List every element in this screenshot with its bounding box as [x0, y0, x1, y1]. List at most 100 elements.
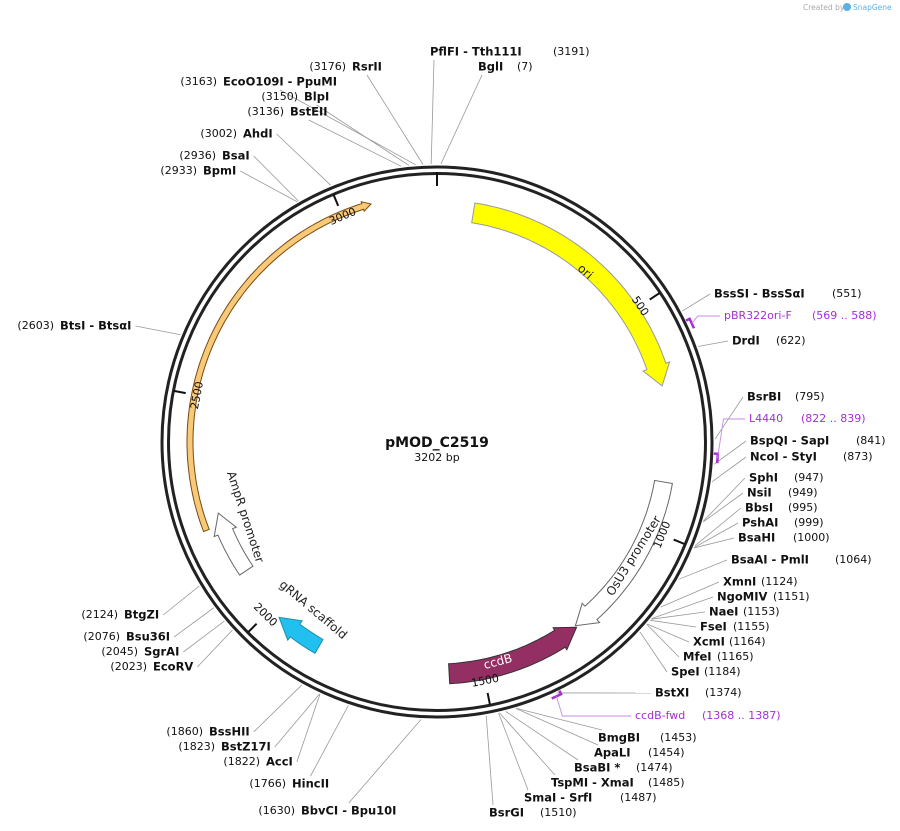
site-position: (1766) [249, 777, 286, 790]
site-position: (3136) [247, 105, 284, 118]
tick-mark [649, 292, 661, 301]
site-position: (999) [794, 516, 824, 529]
site-connector [682, 293, 711, 312]
site-connector [279, 89, 416, 166]
site-connector [639, 631, 668, 673]
site-connector [308, 119, 402, 167]
primer-range: (1368 .. 1387) [702, 709, 781, 722]
site-name: SgrAI [144, 645, 179, 659]
site-position: (841) [856, 434, 886, 447]
primer-connector [717, 418, 745, 459]
site-connector [516, 708, 603, 731]
site-connector [253, 684, 303, 733]
site-name: SpeI [671, 665, 700, 679]
site-connector [499, 712, 556, 776]
site-position: (1000) [793, 531, 830, 544]
site-connector [703, 477, 746, 522]
primer-mark [685, 317, 696, 329]
site-connector [711, 456, 747, 482]
site-position: (1374) [705, 686, 742, 699]
site-position: (3176) [309, 60, 346, 73]
site-position: (2933) [160, 164, 197, 177]
site-position: (3191) [553, 45, 590, 58]
site-name: DrdI [732, 334, 760, 348]
plasmid-length: 3202 bp [414, 451, 459, 464]
site-position: (3002) [200, 127, 237, 140]
site-name: BmgBI [598, 731, 640, 745]
site-name: BsaI [222, 149, 250, 163]
site-position: (795) [795, 390, 825, 403]
site-connector [276, 133, 331, 186]
tick-mark [486, 692, 491, 705]
site-connector [515, 708, 599, 746]
site-connector [135, 325, 181, 336]
site-name: BbvCI - Bpu10I [301, 804, 396, 818]
site-connector [440, 74, 483, 165]
site-name: AhdI [243, 127, 273, 141]
site-name: NaeI [709, 605, 738, 619]
site-position: (949) [788, 486, 818, 499]
site-connector [651, 611, 706, 620]
site-position: (7) [517, 60, 533, 73]
site-name: BbsI [745, 501, 773, 515]
site-name: BlpI [304, 90, 329, 104]
feature-arrow [574, 479, 673, 627]
site-position: (1165) [717, 650, 754, 663]
site-connector [253, 155, 299, 202]
tick-label: 3000 [327, 205, 358, 228]
site-name: Bsu36I [126, 630, 170, 644]
site-name: ApaLI [594, 746, 631, 760]
site-position: (1823) [178, 740, 215, 753]
site-connector [485, 715, 494, 806]
site-name: HincII [292, 777, 329, 791]
site-position: (995) [788, 501, 818, 514]
tick-mark [247, 622, 258, 633]
site-connector [498, 712, 529, 791]
site-position: (1485) [648, 776, 685, 789]
site-position: (1151) [773, 590, 810, 603]
primer-label: ccdB-fwd [635, 709, 685, 722]
site-position: (1184) [704, 665, 741, 678]
primer-label: pBR322ori-F [724, 309, 792, 322]
site-position: (1487) [620, 791, 657, 804]
site-position: (2603) [17, 319, 54, 332]
site-connector [714, 396, 744, 440]
feature-arrow [213, 512, 254, 576]
site-position: (1155) [733, 620, 770, 633]
primer-mark [551, 689, 563, 700]
site-connector [694, 522, 739, 548]
tick-mark [332, 194, 340, 207]
site-connector [310, 705, 349, 777]
site-name: BglI [478, 60, 503, 74]
site-connector [183, 620, 225, 653]
site-position: (1822) [223, 755, 260, 768]
site-connector [505, 711, 579, 761]
site-name: RsrII [352, 60, 382, 74]
site-name: BssHII [209, 725, 250, 739]
site-position: (1630) [258, 804, 295, 817]
primer-range: (569 .. 588) [812, 309, 877, 322]
site-connector [430, 59, 435, 165]
site-name: SphI [749, 471, 778, 485]
tick-label: 1500 [470, 672, 500, 690]
credit-logo [843, 3, 851, 11]
site-position: (2023) [110, 660, 147, 673]
site-position: (2045) [101, 645, 138, 658]
backbone-outer [160, 165, 714, 719]
site-connector [646, 623, 690, 643]
site-name: TspMI - XmaI [551, 776, 634, 790]
plasmid-name: pMOD_C2519 [385, 435, 489, 451]
site-position: (2936) [179, 149, 216, 162]
site-position: (1153) [743, 605, 780, 618]
site-position: (622) [776, 334, 806, 347]
feature-arrow [278, 616, 324, 654]
site-connector [240, 170, 298, 203]
site-name: NgoMIV [717, 590, 767, 604]
site-name: BtgZI [124, 608, 159, 622]
site-position: (1510) [540, 806, 577, 819]
site-position: (2076) [83, 630, 120, 643]
site-position: (947) [794, 471, 824, 484]
feature-arrow [471, 202, 671, 387]
site-connector [660, 581, 720, 608]
site-position: (3163) [180, 75, 217, 88]
